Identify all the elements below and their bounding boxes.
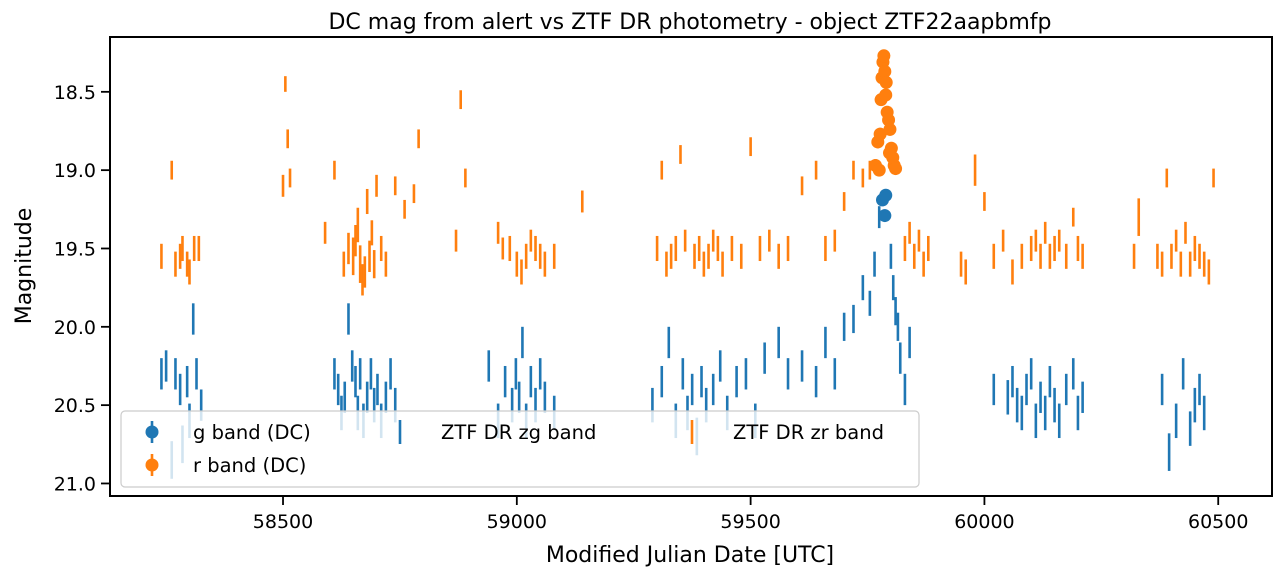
x-axis-label: Modified Julian Date [UTC] xyxy=(546,543,834,568)
x-tick-label: 60500 xyxy=(1188,511,1248,533)
y-axis: 18.5 19.0 19.5 20.0 20.5 21.0 xyxy=(54,82,110,495)
y-tick-label: 18.5 xyxy=(54,82,96,104)
data-point xyxy=(872,163,886,177)
data-point xyxy=(882,146,896,160)
y-axis-label: Magnitude xyxy=(12,208,37,325)
legend-entry: g band (DC) xyxy=(145,421,311,444)
series-g-band-dc- xyxy=(875,188,893,223)
x-tick-label: 58500 xyxy=(253,511,313,533)
legend-marker xyxy=(145,425,159,439)
data-point xyxy=(889,162,903,176)
series-layer xyxy=(160,49,1215,479)
series-ztf-dr-zr-band xyxy=(160,76,1215,296)
x-tick-label: 59000 xyxy=(487,511,547,533)
legend-entry: ZTF DR zr band xyxy=(690,420,884,444)
data-point xyxy=(878,209,892,223)
data-point xyxy=(877,49,891,63)
legend-box xyxy=(120,410,920,488)
data-point xyxy=(878,64,892,78)
legend-label: ZTF DR zr band xyxy=(733,421,884,444)
data-point xyxy=(879,188,893,202)
legend-entry: ZTF DR zg band xyxy=(398,420,596,444)
legend: g band (DC) r band (DC) ZTF DR zg band ZTF … xyxy=(120,410,920,488)
data-point xyxy=(873,127,887,141)
legend-marker xyxy=(145,458,159,472)
series-r-band-dc- xyxy=(868,49,903,177)
y-tick-label: 20.5 xyxy=(54,395,96,417)
y-tick-label: 20.0 xyxy=(54,317,96,339)
x-axis: 58500 59000 59500 60000 60500 xyxy=(253,496,1248,533)
plot-frame xyxy=(109,36,1273,497)
data-point xyxy=(879,75,893,89)
y-tick-label: 19.5 xyxy=(54,238,96,260)
x-tick-label: 60000 xyxy=(954,511,1014,533)
legend-entry: r band (DC) xyxy=(145,454,306,477)
data-point xyxy=(883,122,897,136)
legend-label: r band (DC) xyxy=(193,454,306,477)
data-point xyxy=(879,88,893,102)
y-tick-label: 19.0 xyxy=(54,160,96,182)
chart-title: DC mag from alert vs ZTF DR photometry -… xyxy=(328,10,1051,35)
legend-label: ZTF DR zg band xyxy=(441,421,596,444)
legend-label: g band (DC) xyxy=(193,421,311,444)
x-tick-label: 59500 xyxy=(720,511,780,533)
y-tick-label: 21.0 xyxy=(54,473,96,495)
